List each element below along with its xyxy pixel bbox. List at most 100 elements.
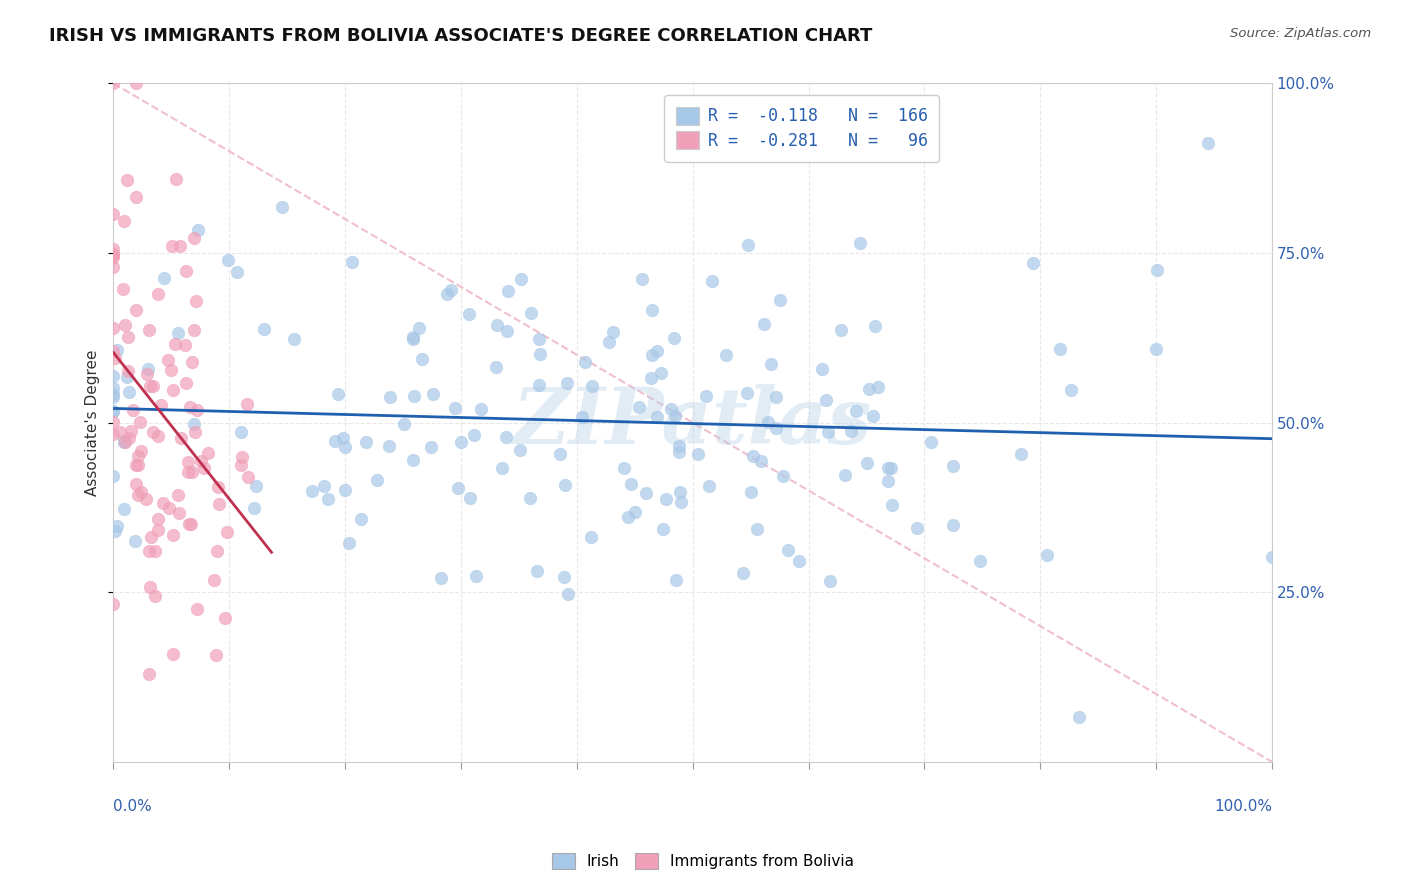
Point — [645, 343, 668, 358]
Point — [668, 445, 690, 459]
Point — [128, 415, 150, 429]
Point — [526, 564, 548, 578]
Point — [174, 338, 197, 352]
Point — [180, 355, 202, 369]
Text: Source: ZipAtlas.com: Source: ZipAtlas.com — [1230, 27, 1371, 40]
Point — [125, 458, 148, 472]
Y-axis label: Associate's Degree: Associate's Degree — [86, 350, 100, 496]
Point — [253, 321, 276, 335]
Point — [402, 453, 425, 467]
Point — [496, 284, 519, 298]
Point — [169, 239, 191, 253]
Point — [103, 390, 125, 404]
Point — [496, 324, 519, 338]
Point — [148, 286, 170, 301]
Point — [765, 421, 787, 435]
Point — [769, 293, 792, 307]
Point — [197, 446, 219, 460]
Point — [740, 485, 762, 500]
Point — [848, 235, 870, 250]
Point — [659, 401, 682, 416]
Point — [103, 404, 125, 418]
Point — [460, 491, 482, 505]
Point — [143, 589, 166, 603]
Point — [436, 287, 458, 301]
Point — [180, 516, 202, 531]
Point — [1146, 342, 1168, 356]
Point — [942, 518, 965, 533]
Point — [557, 587, 579, 601]
Point — [647, 410, 669, 425]
Point — [669, 494, 692, 508]
Point — [508, 442, 530, 457]
Point — [366, 473, 388, 487]
Point — [548, 447, 571, 461]
Point — [162, 528, 184, 542]
Point — [125, 477, 148, 491]
Point — [121, 403, 143, 417]
Point — [127, 488, 149, 502]
Point — [553, 569, 575, 583]
Point — [157, 501, 180, 516]
Point — [112, 502, 135, 516]
Point — [129, 444, 152, 458]
Point — [152, 496, 174, 510]
Point — [242, 500, 264, 515]
Point — [165, 171, 187, 186]
Point — [138, 323, 160, 337]
Point — [555, 376, 578, 390]
Point — [103, 247, 125, 261]
Point — [378, 439, 401, 453]
Point — [735, 386, 758, 401]
Point — [688, 447, 710, 461]
Point — [464, 569, 486, 583]
Point — [181, 465, 204, 479]
Point — [114, 435, 136, 450]
Point — [177, 455, 200, 469]
Point — [519, 306, 541, 320]
Point — [602, 325, 624, 339]
Point — [139, 580, 162, 594]
Point — [187, 223, 209, 237]
Point — [103, 250, 125, 264]
Point — [103, 598, 125, 612]
Point — [529, 378, 551, 392]
Point — [404, 389, 426, 403]
Point — [650, 366, 672, 380]
Point — [628, 400, 651, 414]
Point — [139, 530, 162, 544]
Point — [664, 330, 686, 344]
Point — [402, 330, 425, 344]
Point — [202, 573, 225, 587]
Point — [640, 348, 662, 362]
Point — [574, 355, 596, 369]
Point — [463, 428, 485, 442]
Point — [229, 458, 252, 473]
Point — [103, 369, 125, 384]
Point — [167, 506, 190, 520]
Point — [509, 272, 531, 286]
Point — [778, 542, 800, 557]
Point — [834, 467, 856, 482]
Point — [135, 491, 157, 506]
Point — [969, 553, 991, 567]
Point — [142, 425, 165, 439]
Point — [162, 647, 184, 661]
Point — [495, 430, 517, 444]
Point — [830, 323, 852, 337]
Point — [108, 425, 131, 439]
Legend: Irish, Immigrants from Bolivia: Irish, Immigrants from Bolivia — [546, 847, 860, 875]
Point — [636, 486, 658, 500]
Point — [115, 370, 138, 384]
Point — [422, 386, 444, 401]
Point — [697, 479, 720, 493]
Point — [401, 332, 423, 346]
Point — [839, 424, 862, 438]
Point — [163, 337, 186, 351]
Point — [316, 491, 339, 506]
Point — [104, 351, 127, 366]
Point — [146, 512, 169, 526]
Point — [231, 425, 253, 440]
Point — [117, 364, 139, 378]
Point — [862, 409, 884, 423]
